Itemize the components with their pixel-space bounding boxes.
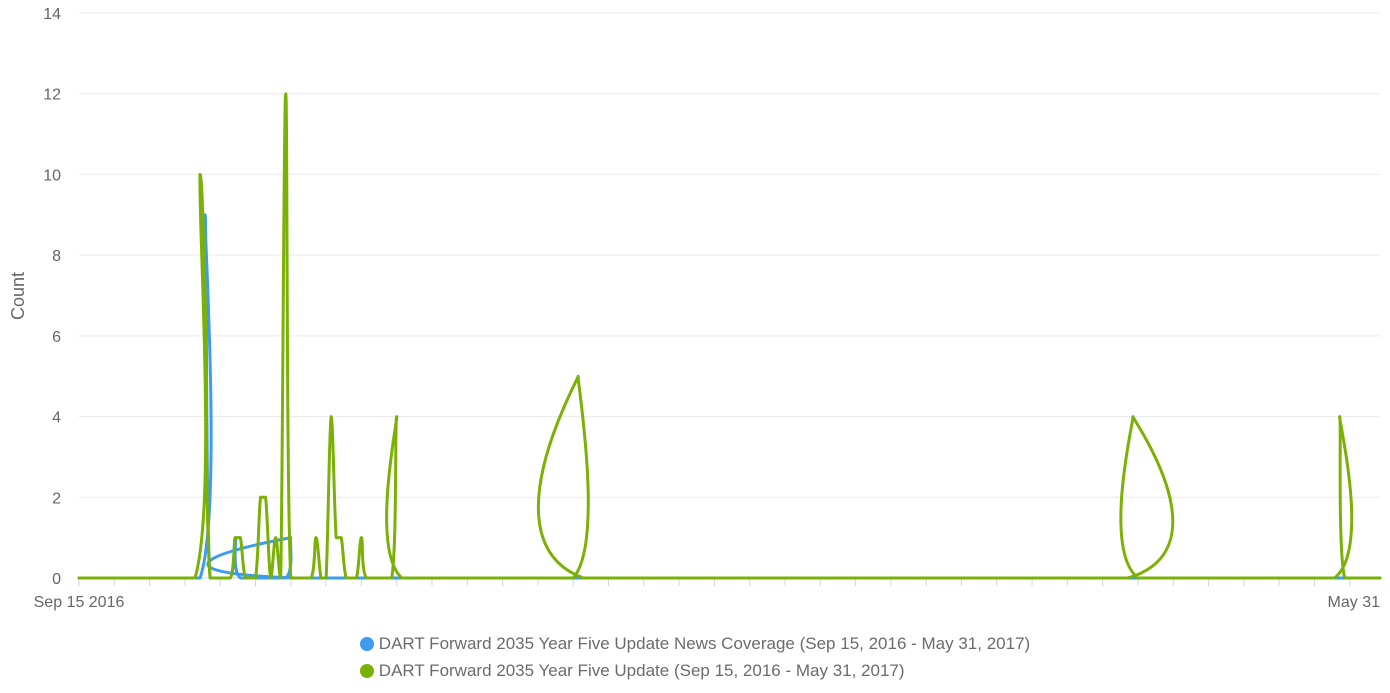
series-line-2[interactable]: [77, 92, 1382, 580]
x-tick-label: Sep 15 2016: [34, 594, 125, 611]
legend: DART Forward 2035 Year Five Update News …: [0, 632, 1390, 683]
series-line-1[interactable]: [77, 213, 1382, 580]
line-chart: 0 2 4 6 8 10 12 14 Sep 15 2016 May 31 Count: [8, 6, 1382, 611]
y-tick-label: 2: [52, 490, 61, 507]
y-tick-label: 10: [43, 167, 61, 184]
legend-item-1[interactable]: DART Forward 2035 Year Five Update News …: [359, 632, 1031, 656]
grid-layer: [79, 12, 1380, 579]
y-tick-label: 4: [52, 410, 61, 427]
legend-label: DART Forward 2035 Year Five Update (Sep …: [378, 661, 905, 680]
legend-label: DART Forward 2035 Year Five Update News …: [378, 634, 1031, 653]
y-tick-label: 8: [52, 248, 61, 265]
legend-item-2[interactable]: DART Forward 2035 Year Five Update (Sep …: [359, 659, 905, 683]
y-tick-label: 6: [52, 329, 61, 346]
y-tick-label: 14: [43, 6, 61, 23]
y-tick-label: 0: [52, 571, 61, 588]
series-layer: [77, 92, 1382, 580]
y-axis-title: Count: [8, 272, 28, 320]
legend-marker: [359, 637, 374, 651]
y-tick-label: 12: [43, 87, 61, 104]
y-axis-tick-labels: 0 2 4 6 8 10 12 14: [43, 6, 61, 588]
legend-marker: [359, 664, 374, 678]
x-axis-tick-labels: Sep 15 2016 May 31: [34, 594, 1380, 611]
x-tick-label: May 31: [1328, 594, 1381, 611]
